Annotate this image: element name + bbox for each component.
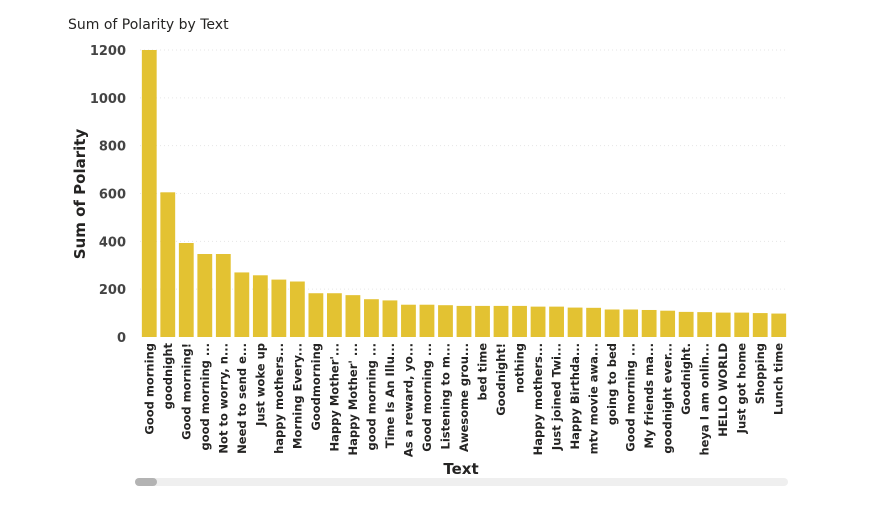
x-tick-label: goodnight — [161, 342, 175, 409]
x-tick-label: Good morning ... — [624, 343, 638, 452]
x-tick-label: Shopping — [753, 343, 767, 404]
x-tick-label: nothing — [513, 343, 527, 393]
x-tick-label: Lunch time — [772, 343, 786, 415]
x-tick-label: heya I am onlin... — [698, 343, 712, 456]
bar[interactable] — [364, 299, 379, 337]
x-tick-label: Happy Mother'... — [327, 343, 341, 451]
bar[interactable] — [493, 305, 509, 337]
x-tick-label: Awesome grou... — [457, 343, 471, 452]
bar[interactable] — [752, 313, 768, 337]
x-tick-label: As a reward, yo... — [401, 343, 415, 457]
y-tick-label: 1000 — [90, 92, 126, 107]
x-tick-label: Happy Mother' ... — [346, 343, 360, 455]
bar[interactable] — [419, 304, 435, 337]
x-tick-label: mtv movie awa... — [587, 343, 601, 454]
x-axis-ticks: Good morning goodnight Good morning! good m… — [142, 342, 785, 457]
bar[interactable] — [289, 281, 305, 337]
bar[interactable] — [660, 310, 676, 337]
y-tick-label: 200 — [99, 283, 126, 298]
x-tick-label: going to bed — [605, 343, 619, 425]
x-tick-label: Goodnight. — [679, 343, 693, 415]
y-tick-label: 600 — [99, 188, 126, 203]
x-tick-label: HELLO WORLD — [716, 343, 730, 437]
chart-title: Sum of Polarity by Text — [68, 17, 229, 33]
x-tick-label: good morning ... — [198, 343, 212, 450]
scrollbar-thumb[interactable] — [135, 478, 157, 486]
bar[interactable] — [215, 254, 231, 337]
bar[interactable] — [382, 300, 398, 337]
bar[interactable] — [271, 279, 287, 337]
x-tick-label: Good morning! — [179, 343, 193, 440]
bar[interactable] — [308, 293, 324, 337]
bar[interactable] — [326, 293, 342, 337]
x-tick-label: Just joined Twi... — [550, 343, 564, 451]
bar[interactable] — [456, 305, 472, 337]
x-tick-label: Just got home — [735, 343, 749, 435]
x-tick-label: Time Is An Illu... — [383, 343, 397, 448]
bar[interactable] — [604, 309, 620, 337]
bar[interactable] — [141, 50, 157, 337]
x-tick-label: Goodmorning — [309, 343, 323, 431]
bar[interactable] — [549, 306, 564, 337]
x-tick-label: Happy Birthda... — [568, 343, 582, 450]
gridlines — [140, 49, 788, 290]
y-tick-label: 0 — [117, 331, 126, 346]
bar[interactable] — [401, 304, 416, 337]
bar[interactable] — [678, 311, 694, 337]
y-tick-label: 400 — [99, 235, 126, 250]
y-tick-label: 1200 — [90, 44, 126, 59]
x-tick-label: bed time — [476, 343, 490, 401]
x-tick-label: Goodnight! — [494, 343, 508, 416]
bar[interactable] — [734, 312, 750, 337]
bar[interactable] — [197, 254, 213, 337]
x-axis-label: Text — [443, 460, 478, 478]
bar[interactable] — [178, 243, 194, 337]
x-tick-label: Morning Every... — [290, 343, 304, 449]
x-tick-label: My friends ma... — [642, 343, 656, 448]
bar[interactable] — [586, 307, 602, 337]
y-axis-label: Sum of Polarity — [71, 129, 89, 260]
bar[interactable] — [475, 305, 490, 337]
bars — [141, 50, 787, 337]
x-tick-label: Need to send e... — [235, 343, 249, 454]
x-tick-label: Good morning ... — [420, 343, 434, 452]
bar[interactable] — [771, 313, 787, 337]
bar[interactable] — [438, 305, 453, 337]
bar[interactable] — [252, 275, 268, 337]
bar[interactable] — [567, 307, 583, 337]
x-tick-label: Just woke up — [253, 343, 267, 427]
bar[interactable] — [697, 312, 713, 337]
y-axis-ticks: 0 200 400 600 800 1000 1200 — [90, 44, 126, 346]
horizontal-scrollbar[interactable] — [135, 478, 788, 486]
bar[interactable] — [512, 305, 527, 337]
y-tick-label: 800 — [99, 140, 126, 155]
x-tick-label: good morning ... — [364, 343, 378, 450]
x-tick-label: Good morning — [142, 343, 156, 435]
x-tick-label: Listening to m... — [438, 343, 452, 449]
bar[interactable] — [234, 272, 250, 337]
x-tick-label: happy mothers... — [272, 343, 286, 454]
bar[interactable] — [160, 192, 176, 337]
bar[interactable] — [345, 295, 361, 337]
bar[interactable] — [641, 309, 657, 337]
bar[interactable] — [623, 309, 639, 337]
bar[interactable] — [715, 312, 731, 337]
x-tick-label: goodnight ever... — [661, 343, 675, 454]
x-tick-label: Not to worry, n... — [216, 343, 230, 454]
bar[interactable] — [530, 306, 546, 337]
x-tick-label: Happy mothers... — [531, 343, 545, 455]
